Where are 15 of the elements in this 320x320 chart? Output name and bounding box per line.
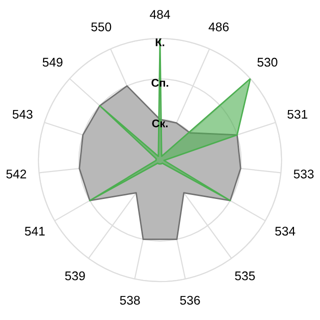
spoke-label: 549	[42, 58, 62, 67]
spoke-label: 543	[12, 110, 32, 119]
spoke-label: 535	[235, 271, 255, 280]
spoke-label: 484	[150, 10, 170, 19]
spoke-label: 550	[91, 22, 112, 32]
spoke-label: 541	[24, 226, 45, 236]
spoke-label: 542	[6, 170, 26, 178]
spoke-label: 486	[208, 22, 229, 32]
spoke-label: 533	[294, 170, 314, 178]
spoke-label: 534	[275, 226, 296, 236]
spoke-label: 531	[288, 110, 308, 119]
spoke-label: 530	[257, 58, 278, 67]
spoke-label: 538	[120, 296, 140, 305]
spoke-label: 536	[180, 296, 200, 305]
spoke-label: 539	[65, 271, 85, 280]
